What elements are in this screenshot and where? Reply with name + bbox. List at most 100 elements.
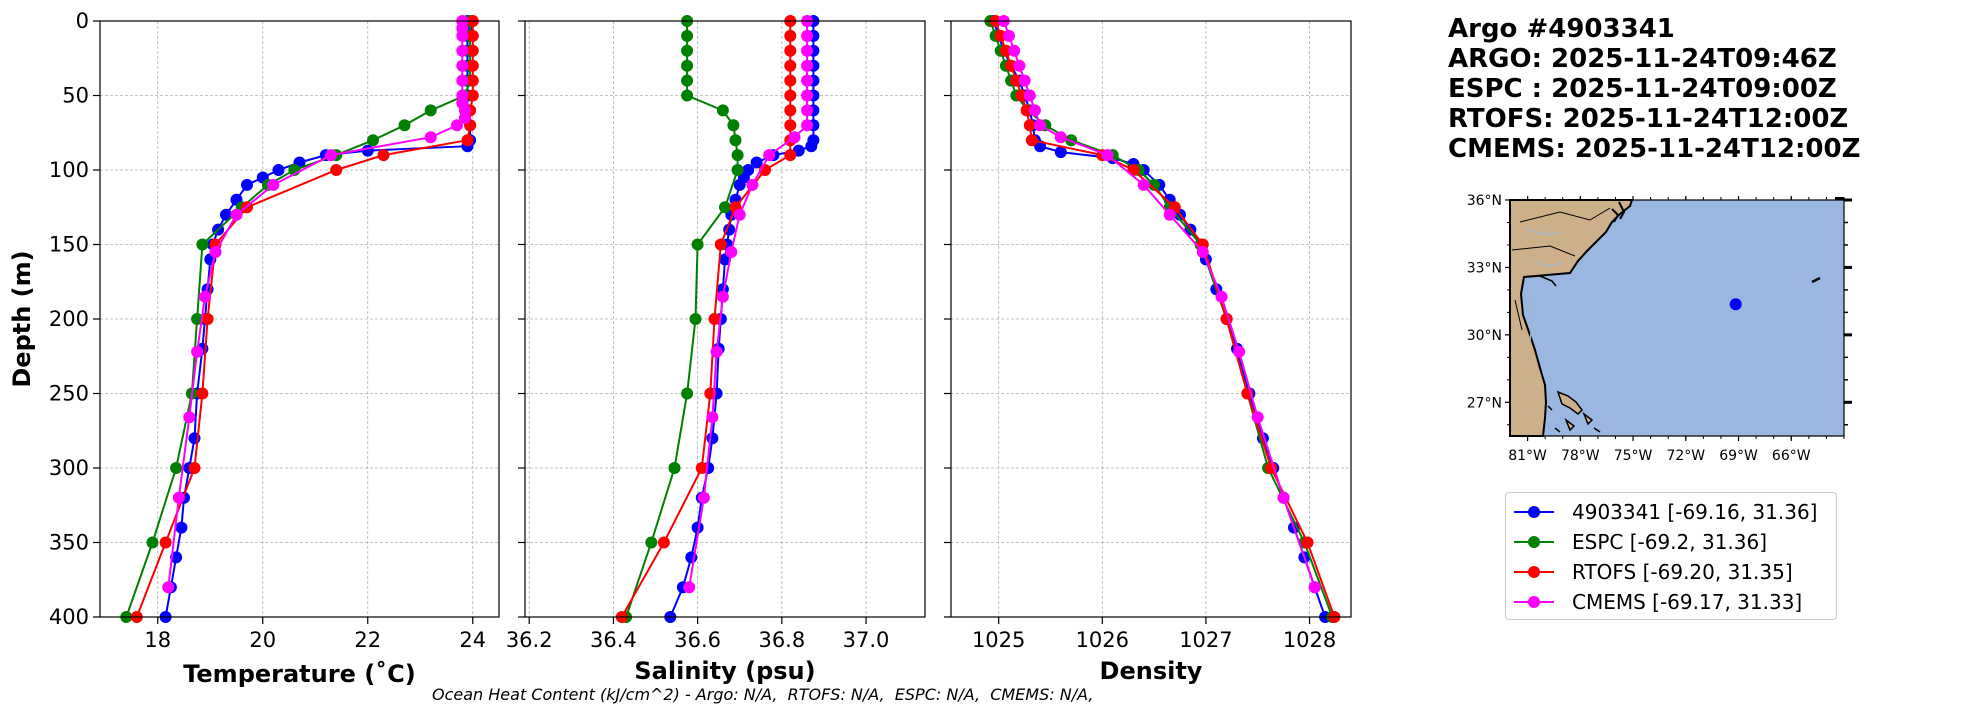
temperature-xlabel: Temperature (˚C) [183,660,416,688]
map-bahamas [1547,390,1601,433]
x-tick-label: 1026 [1076,628,1129,652]
argo-point [706,432,719,445]
temperature-grid [100,20,499,618]
map-lat-label: 33°N [1467,260,1502,276]
cmems-point [1233,345,1246,358]
argo-point [175,521,188,534]
cmems-point [801,59,814,72]
argo-location-marker [1729,298,1742,311]
legend-label-cmems: CMEMS [-69.17, 31.33] [1572,590,1803,614]
legend-swatch-argo [1514,502,1554,522]
espc-point [367,134,379,147]
density-grid [951,20,1351,618]
rtofs-point [708,313,721,325]
location-map: 81°W 78°W 75°W 72°W 69°W 66°W 36°N 33°N 30°N 27°N [1467,193,1852,464]
x-tick-label: 20 [249,628,276,652]
title-line-espc-time: ESPC : 2025-11-24T09:00Z [1448,74,1837,104]
map-labels: 81°W 78°W 75°W 72°W 69°W 66°W 36°N 33°N 30°N 27°N [1467,193,1811,464]
cmems-point [267,178,280,191]
rtofs-point [377,149,390,162]
legend-swatch-cmems [1514,592,1554,612]
espc-point [716,104,729,117]
cmems-point [801,119,814,132]
rtofs-point [466,74,479,87]
legend: 4903341 [-69.16, 31.36] ESPC [-69.2, 31.… [1505,492,1837,620]
cmems-point [706,411,719,424]
rtofs-point [784,59,797,72]
salinity-series [615,15,820,623]
cmems-point [456,44,469,57]
cmems-point [456,74,469,87]
map-lat-label: 36°N [1467,193,1502,209]
cmems-point [725,246,738,258]
cmems-point [801,89,814,102]
map-rivers [1524,227,1563,341]
map-coastline-gulf [1523,275,1557,287]
legend-item-rtofs: RTOFS [-69.20, 31.35] [1514,557,1836,587]
rtofs-point [466,44,479,57]
temperature-ticks: 18 20 22 24 0 50 100 150 200 250 300 350 400 [49,9,486,652]
cmems-point [1054,131,1067,144]
salinity-ticks: 36.2 36.4 36.6 36.8 37.0 [506,20,890,652]
espc-point [681,89,694,102]
espc-point [398,119,411,132]
cmems-point [162,581,175,594]
cmems-point [1008,44,1021,57]
legend-swatch-rtofs [1514,562,1554,582]
cmems-point [456,29,469,42]
rtofs-point [784,104,797,117]
cmems-point [1196,246,1209,258]
argo-point [272,164,285,176]
cmems-point [683,581,696,594]
cmems-point [451,119,463,132]
y-tick-label: 400 [49,605,89,629]
cmems-point [458,111,471,124]
rtofs-point [1020,104,1033,117]
x-tick-label: 1025 [972,628,1025,652]
espc-point [681,44,694,57]
cmems-point [424,131,437,144]
rtofs-point [784,149,797,162]
rtofs-point [466,29,479,42]
map-lon-label: 72°W [1666,448,1705,464]
cmems-point [801,74,814,87]
espc-point [719,201,731,214]
espc-point [731,149,744,162]
legend-swatch-espc [1514,532,1554,552]
density-panel: 1025 1026 1027 1028 Density [944,15,1352,685]
map-bermuda [1811,276,1821,284]
cmems-point [325,149,337,162]
map-lon-label: 81°W [1508,448,1547,464]
map-ticks [1505,196,1852,441]
cmems-profile-line [167,21,466,588]
rtofs-point [196,387,209,400]
rtofs-point [1025,134,1038,147]
legend-label-rtofs: RTOFS [-69.20, 31.35] [1572,560,1793,584]
rtofs-point [466,89,479,102]
espc-point [731,164,744,176]
cmems-point [1251,411,1264,424]
x-tick-label: 36.8 [758,628,805,652]
depth-ylabel: Depth (m) [8,250,36,387]
map-lon-label: 75°W [1614,448,1653,464]
y-tick-label: 150 [49,233,89,257]
x-tick-label: 22 [354,628,381,652]
x-tick-label: 37.0 [843,628,890,652]
argo-point [691,521,704,534]
cmems-point [733,208,746,221]
map-frame-corner [1835,197,1844,200]
cmems-point [1277,491,1290,504]
cmems-point [1013,59,1026,72]
espc-point [729,134,742,147]
x-tick-label: 36.4 [590,628,637,652]
argo-point [805,140,818,153]
cmems-point [1308,581,1321,594]
rtofs-point [159,536,172,549]
cmems-point [716,290,729,303]
espc-point [689,313,702,325]
rtofs-point [1005,59,1018,72]
espc-point [681,74,694,87]
espc-point [1148,178,1161,191]
cmems-point [801,44,814,57]
